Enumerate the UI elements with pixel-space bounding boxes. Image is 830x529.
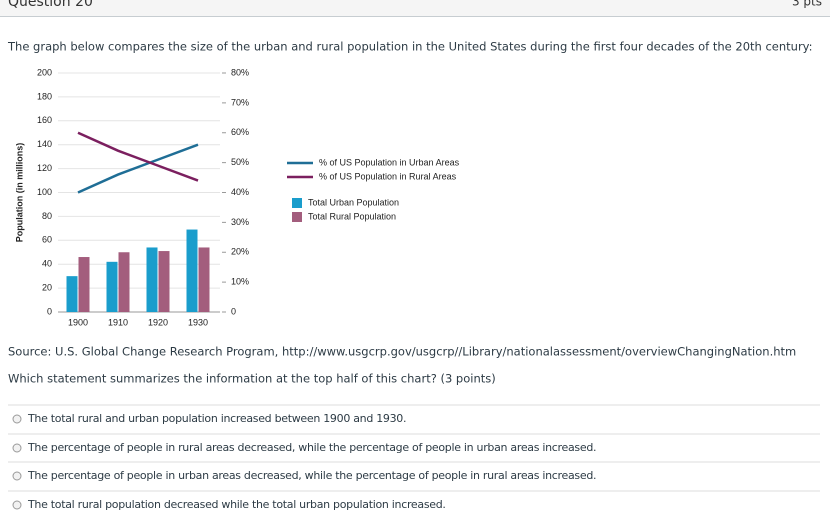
bar [118,252,130,312]
x-tick-label: 1930 [188,317,208,327]
bar [78,257,90,312]
option-text[interactable]: The total rural population decreased whi… [27,498,446,511]
x-tick-label: 1920 [148,317,168,327]
radio[interactable] [12,414,22,424]
bar [66,276,78,312]
radio[interactable] [12,471,22,481]
y2-tick-label: 10% [231,277,249,287]
legend-swatch [292,212,302,222]
header-bar [0,0,830,17]
x-tick-label: 1910 [108,317,128,327]
y-tick-label: 180 [37,91,52,101]
radio[interactable] [12,443,22,453]
y-tick-label: 100 [37,187,52,197]
option-text[interactable]: The percentage of people in rural areas … [27,441,597,454]
y-tick-label: 160 [37,115,52,125]
y-tick-label: 80 [42,211,52,221]
points: 3 pts [792,0,822,9]
y2-tick-label: 80% [231,67,249,77]
intro: The graph below compares the size of the… [7,40,813,54]
y-tick-label: 0 [47,306,52,316]
y-axis-label: Population (in millions) [14,143,24,243]
y-tick-label: 120 [37,163,52,173]
y-tick-label: 140 [37,139,52,149]
y2-tick-label: 20% [231,247,249,257]
legend-swatch [292,198,302,208]
y-tick-label: 20 [42,282,52,292]
question: Which statement summarizes the informati… [8,372,496,386]
bar [106,261,118,312]
question-title: Question 20 [8,0,93,10]
legend-label: Total Urban Population [308,197,399,207]
line [77,143,199,194]
y2-tick-label: 70% [231,97,249,107]
source: Source: U.S. Global Change Research Prog… [8,345,796,359]
bar [186,229,198,312]
y-tick-label: 60 [42,235,52,245]
legend-label: % of US Population in Urban Areas [319,157,460,167]
option-text[interactable]: The percentage of people in urban areas … [27,469,597,482]
line [77,131,199,182]
y2-tick-label: 0 [231,306,236,316]
bar [198,247,210,312]
y2-tick-label: 40% [231,187,249,197]
legend-label: % of US Population in Rural Areas [319,171,457,181]
x-tick-label: 1900 [68,317,88,327]
y-tick-label: 200 [37,67,52,77]
y2-tick-label: 30% [231,217,249,227]
bar [158,251,170,312]
radio[interactable] [12,500,22,510]
legend-label: Total Rural Population [308,211,396,221]
y2-tick-label: 50% [231,157,249,167]
y-tick-label: 40 [42,259,52,269]
y2-tick-label: 60% [231,127,249,137]
option-text[interactable]: The total rural and urban population inc… [27,412,407,425]
chart-frame [8,64,258,332]
bar [146,247,158,312]
